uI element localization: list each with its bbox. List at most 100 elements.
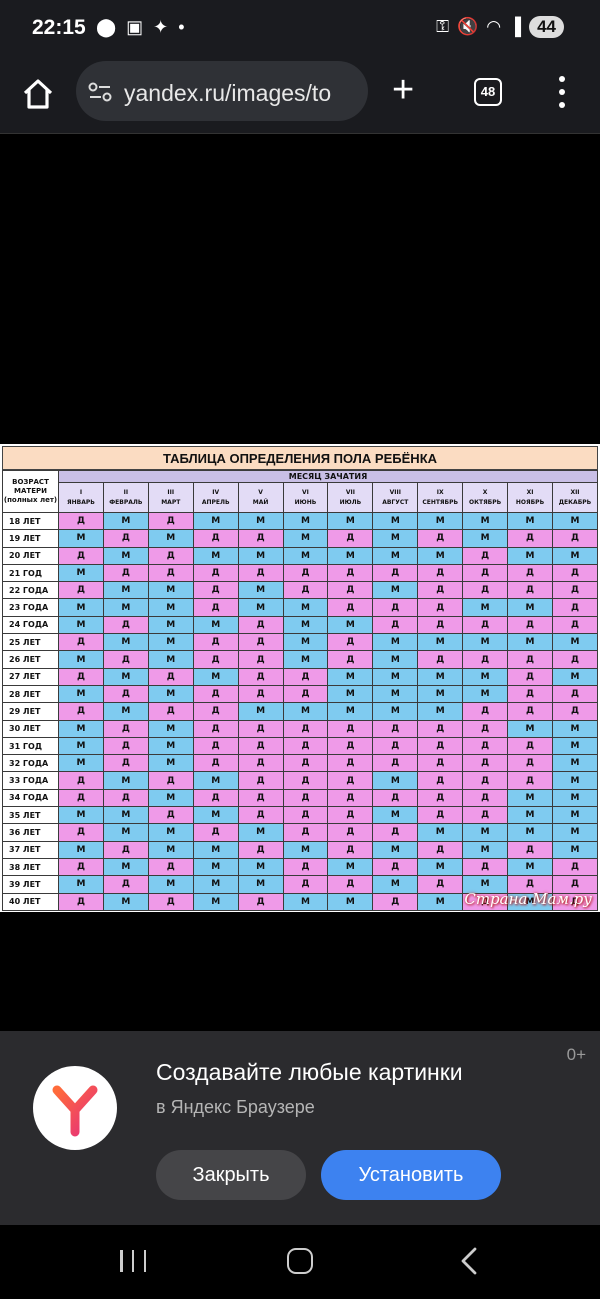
gender-cell: Д	[463, 547, 508, 564]
gender-cell: М	[508, 824, 553, 841]
gender-table-image[interactable]: ТАБЛИЦА ОПРЕДЕЛЕНИЯ ПОЛА РЕБЁНКА ВОЗРАСТ…	[0, 444, 600, 912]
system-nav-bar	[0, 1225, 600, 1299]
gender-cell: Д	[463, 858, 508, 875]
table-title: ТАБЛИЦА ОПРЕДЕЛЕНИЯ ПОЛА РЕБЁНКА	[2, 446, 598, 470]
recents-button[interactable]	[120, 1250, 146, 1272]
gender-cell: Д	[508, 841, 553, 858]
gender-cell: Д	[148, 547, 193, 564]
gender-cell: Д	[418, 616, 463, 633]
gender-cell: Д	[328, 582, 373, 599]
gender-cell: М	[463, 685, 508, 702]
status-right-icons: ⚿ 🔇 ◠ ▐ 44	[436, 16, 564, 38]
table-row: 35 ЛЕТ М М Д М Д Д Д М Д Д М М	[3, 807, 598, 824]
battery-indicator: 44	[529, 16, 564, 38]
gender-cell: М	[552, 634, 597, 651]
gender-cell: М	[418, 703, 463, 720]
status-left-icons: ⬤ ▣ ✦ •	[96, 17, 185, 38]
back-icon	[459, 1247, 479, 1275]
gender-cell: Д	[238, 893, 283, 910]
gender-cell: М	[283, 547, 328, 564]
gender-cell: Д	[552, 616, 597, 633]
month-column-header: VIII АВГУСТ	[373, 483, 418, 513]
gender-cell: Д	[552, 685, 597, 702]
table-body: 18 ЛЕТ Д М Д М М М М М М М М М 19 ЛЕТ М Д М Д Д М Д М Д М Д Д 20 Л…	[3, 513, 598, 911]
month-name: АВГУСТ	[373, 498, 417, 508]
gender-cell: М	[59, 685, 104, 702]
gender-cell: М	[418, 634, 463, 651]
gender-cell: Д	[59, 582, 104, 599]
month-name: МАРТ	[149, 498, 193, 508]
gender-cell: Д	[508, 685, 553, 702]
gender-cell: Д	[193, 703, 238, 720]
gender-cell: М	[103, 703, 148, 720]
gender-cell: М	[463, 634, 508, 651]
back-button[interactable]	[459, 1247, 479, 1275]
gender-cell: М	[328, 668, 373, 685]
recents-icon	[132, 1250, 135, 1272]
age-cell: 27 ЛЕТ	[3, 668, 59, 685]
age-cell: 34 ГОДА	[3, 789, 59, 806]
gender-cell: Д	[418, 582, 463, 599]
age-cell: 32 ГОДА	[3, 755, 59, 772]
nav-home-button[interactable]	[287, 1248, 313, 1274]
gender-cell: М	[418, 668, 463, 685]
gender-cell: Д	[193, 720, 238, 737]
gender-cell: Д	[328, 651, 373, 668]
gender-cell: Д	[59, 858, 104, 875]
address-bar[interactable]: yandex.ru/images/to	[76, 61, 368, 121]
gender-cell: М	[373, 876, 418, 893]
gender-cell: М	[418, 858, 463, 875]
gender-cell: М	[463, 668, 508, 685]
gender-cell: Д	[373, 616, 418, 633]
month-number: VI	[284, 488, 328, 498]
age-cell: 35 ЛЕТ	[3, 807, 59, 824]
dot-icon: •	[178, 17, 184, 38]
gender-table: ВОЗРАСТ МАТЕРИ (полных лет) МЕСЯЦ ЗАЧАТИ…	[2, 470, 598, 911]
gender-cell: Д	[238, 755, 283, 772]
month-column-header: V МАЙ	[238, 483, 283, 513]
table-row: 19 ЛЕТ М Д М Д Д М Д М Д М Д Д	[3, 530, 598, 547]
more-menu-button[interactable]	[556, 76, 568, 108]
install-button[interactable]: Установить	[321, 1150, 501, 1200]
gender-cell: Д	[283, 685, 328, 702]
home-button[interactable]	[20, 76, 56, 112]
gender-cell: М	[508, 547, 553, 564]
gender-cell: Д	[373, 599, 418, 616]
gender-cell: Д	[193, 564, 238, 581]
month-number: IX	[418, 488, 462, 498]
gender-cell: М	[552, 841, 597, 858]
gender-cell: М	[148, 651, 193, 668]
close-button[interactable]: Закрыть	[156, 1150, 306, 1200]
gender-cell: Д	[238, 530, 283, 547]
gender-cell: М	[238, 858, 283, 875]
gender-cell: Д	[103, 720, 148, 737]
month-name: ФЕВРАЛЬ	[104, 498, 148, 508]
gender-cell: Д	[283, 755, 328, 772]
month-number: XI	[508, 488, 552, 498]
recents-icon	[120, 1250, 123, 1272]
gender-cell: М	[103, 582, 148, 599]
table-row: 37 ЛЕТ М Д М М Д М Д М Д М Д М	[3, 841, 598, 858]
gender-cell: М	[328, 616, 373, 633]
gender-cell: М	[193, 807, 238, 824]
yandex-browser-logo	[33, 1066, 117, 1150]
gender-cell: Д	[283, 668, 328, 685]
gender-cell: Д	[103, 651, 148, 668]
banner-title: Создавайте любые картинки	[156, 1059, 463, 1086]
gender-cell: Д	[103, 530, 148, 547]
tab-switcher-button[interactable]: 48	[474, 78, 502, 106]
image-viewer[interactable]: ТАБЛИЦА ОПРЕДЕЛЕНИЯ ПОЛА РЕБЁНКА ВОЗРАСТ…	[0, 135, 600, 1031]
table-row: 29 ЛЕТ Д М Д Д М М М М М Д Д Д	[3, 703, 598, 720]
gender-cell: Д	[193, 737, 238, 754]
gender-cell: М	[463, 824, 508, 841]
new-tab-button[interactable]: +	[392, 73, 414, 107]
gender-cell: Д	[238, 634, 283, 651]
month-column-header: I ЯНВАРЬ	[59, 483, 104, 513]
gender-cell: Д	[373, 824, 418, 841]
gender-cell: Д	[552, 651, 597, 668]
month-column-header: XI НОЯБРЬ	[508, 483, 553, 513]
gender-cell: Д	[148, 564, 193, 581]
age-cell: 21 ГОД	[3, 564, 59, 581]
gender-cell: М	[148, 737, 193, 754]
gender-cell: М	[103, 807, 148, 824]
